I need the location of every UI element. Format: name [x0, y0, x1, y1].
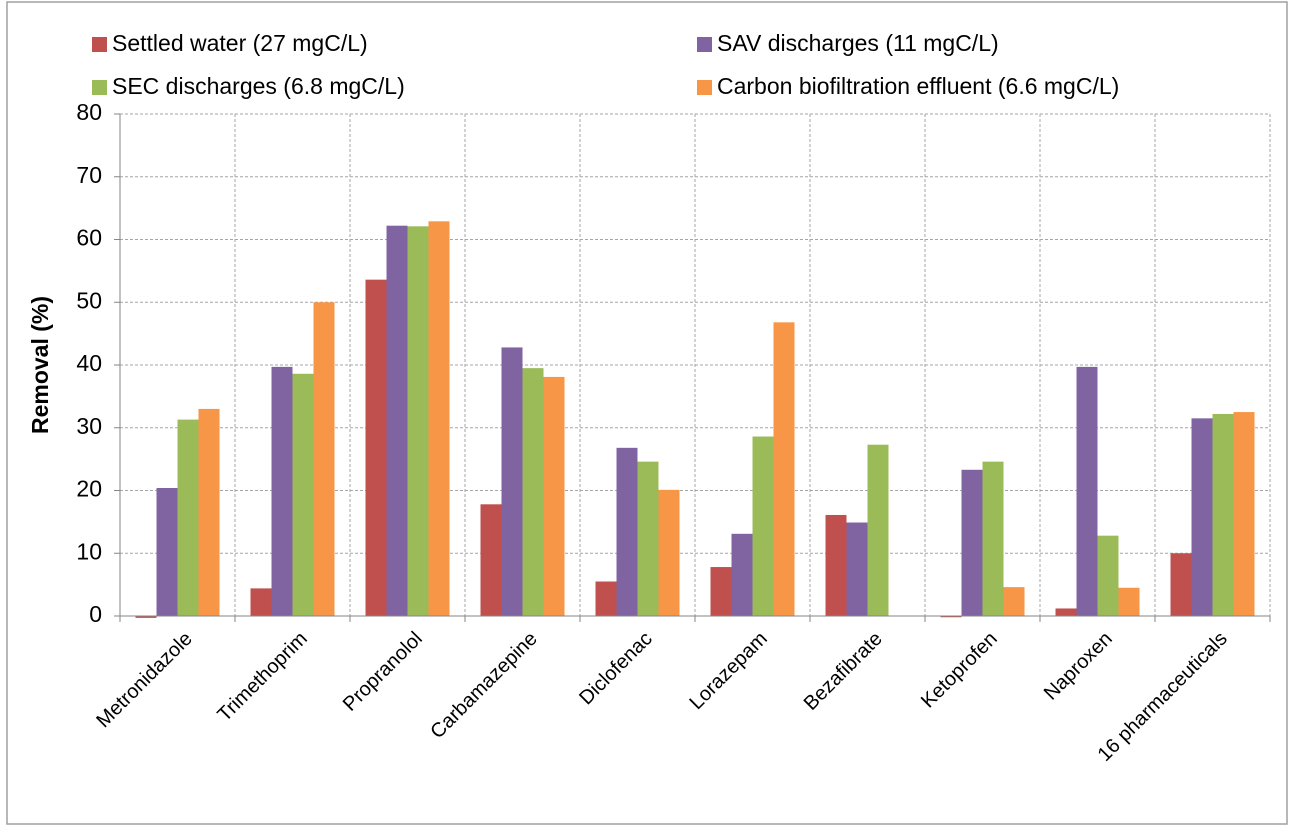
y-tick-label: 30 — [76, 413, 102, 439]
bar — [616, 447, 638, 616]
bar — [637, 461, 659, 616]
bar — [501, 347, 523, 616]
bar — [177, 419, 199, 616]
bar — [825, 514, 847, 616]
legend-label: Settled water (27 mgC/L) — [112, 30, 368, 56]
bar — [156, 487, 178, 616]
bar — [480, 504, 502, 616]
y-tick-label: 40 — [76, 350, 102, 376]
bar — [1212, 413, 1234, 616]
bar — [846, 522, 868, 616]
bar — [1170, 553, 1192, 616]
y-tick-label: 70 — [76, 162, 102, 188]
bar — [271, 366, 293, 616]
bar — [386, 225, 408, 616]
legend-swatch — [697, 37, 712, 52]
bar — [1055, 608, 1077, 616]
bar — [1118, 587, 1140, 616]
legend-label: SEC discharges (6.8 mgC/L) — [112, 73, 405, 99]
bar — [198, 408, 220, 616]
bar — [522, 368, 544, 616]
bar — [1097, 535, 1119, 616]
y-tick-label: 80 — [76, 99, 102, 125]
chart-frame — [6, 1, 1288, 825]
bar — [982, 461, 1004, 616]
bar — [135, 616, 157, 618]
y-tick-label: 10 — [76, 538, 102, 564]
bar — [543, 376, 565, 616]
bar — [940, 616, 962, 618]
bar — [428, 221, 450, 617]
bar — [365, 279, 387, 616]
bar — [250, 588, 272, 616]
bar — [292, 373, 314, 616]
y-tick-label: 50 — [76, 287, 102, 313]
bar — [773, 322, 795, 616]
legend-swatch — [92, 80, 107, 95]
bar — [867, 444, 889, 616]
bar — [658, 489, 680, 616]
y-tick-label: 60 — [76, 225, 102, 251]
bar — [1191, 418, 1213, 616]
bar — [710, 567, 732, 616]
bar — [1233, 412, 1255, 616]
y-tick-label: 20 — [76, 476, 102, 502]
bar — [752, 436, 774, 616]
legend-label: SAV discharges (11 mgC/L) — [717, 30, 999, 56]
legend-label: Carbon biofiltration effluent (6.6 mgC/L… — [717, 73, 1119, 99]
bar — [595, 581, 617, 616]
y-axis-label: Removal (%) — [27, 296, 53, 434]
bar — [1003, 587, 1025, 616]
bar — [731, 533, 753, 616]
bar — [1076, 366, 1098, 616]
bar — [407, 226, 429, 616]
bar — [961, 469, 983, 616]
bar — [313, 302, 335, 616]
legend-swatch — [697, 80, 712, 95]
y-tick-label: 0 — [89, 601, 102, 627]
legend-swatch — [92, 37, 107, 52]
